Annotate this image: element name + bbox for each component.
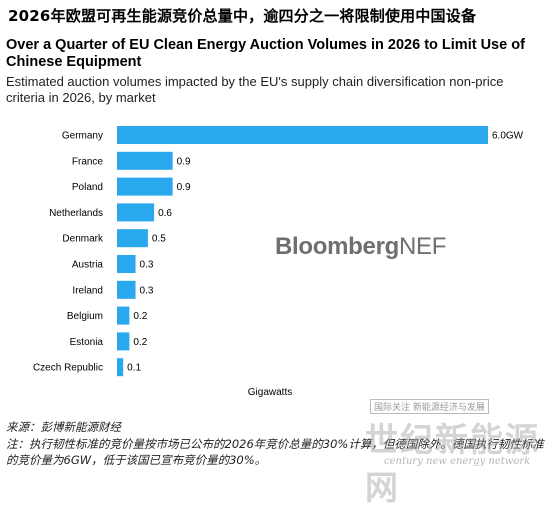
category-label: Ireland [72, 285, 103, 296]
x-axis-label: Gigawatts [248, 387, 292, 398]
bar [117, 280, 136, 299]
data-label: 0.5 [152, 234, 166, 245]
category-label: Poland [72, 182, 103, 193]
bar [117, 255, 136, 273]
watermark-bold: Bloomberg [275, 233, 399, 260]
data-label: 6.0GW [492, 131, 524, 142]
bar [117, 332, 130, 351]
category-label: Netherlands [49, 208, 103, 219]
category-label: Germany [62, 131, 103, 142]
bar [117, 358, 124, 377]
data-label: 0.9 [177, 156, 191, 167]
watermark-light: NEF [398, 233, 447, 260]
chart-subtitle: Estimated auction volumes impacted by th… [6, 74, 504, 105]
chart-title: Over a Quarter of EU Clean Energy Auctio… [6, 37, 525, 70]
bar [117, 126, 488, 144]
source-note: 来源：彭博新能源财经 [6, 420, 121, 434]
category-label: Estonia [70, 337, 104, 348]
bar [117, 177, 173, 196]
stamp-subtitle: century new energy network [384, 456, 531, 467]
data-label: 0.1 [127, 363, 141, 374]
data-label: 0.2 [133, 337, 147, 348]
bar [117, 229, 148, 248]
data-label: 0.2 [133, 311, 147, 322]
data-label: 0.6 [158, 208, 172, 219]
category-label: Belgium [67, 311, 103, 322]
data-label: 0.9 [177, 182, 191, 193]
chinese-headline: 2026年欧盟可再生能源竞价总量中，逾四分之一将限制使用中国设备 [8, 7, 477, 25]
category-label: France [72, 156, 104, 167]
bar-chart: Germany 6.0GW France 0.9 Poland 0.9 Netherland… [33, 126, 524, 398]
bloombergnef-watermark: BloombergNEF [275, 233, 446, 261]
bar [117, 203, 155, 222]
category-label: Czech Republic [33, 363, 103, 374]
footnote: 注：执行韧性标准的竞价量按市场已公布的2026年竞价总量的30%计算，但德国除外… [6, 437, 544, 467]
data-label: 0.3 [140, 260, 154, 271]
category-label: Denmark [62, 234, 104, 245]
bar [117, 151, 173, 170]
category-label: Austria [72, 260, 104, 271]
bar [117, 306, 130, 325]
stamp-box-text: 国际关注 新能源经济与发展 [370, 399, 489, 414]
data-label: 0.3 [140, 285, 154, 296]
